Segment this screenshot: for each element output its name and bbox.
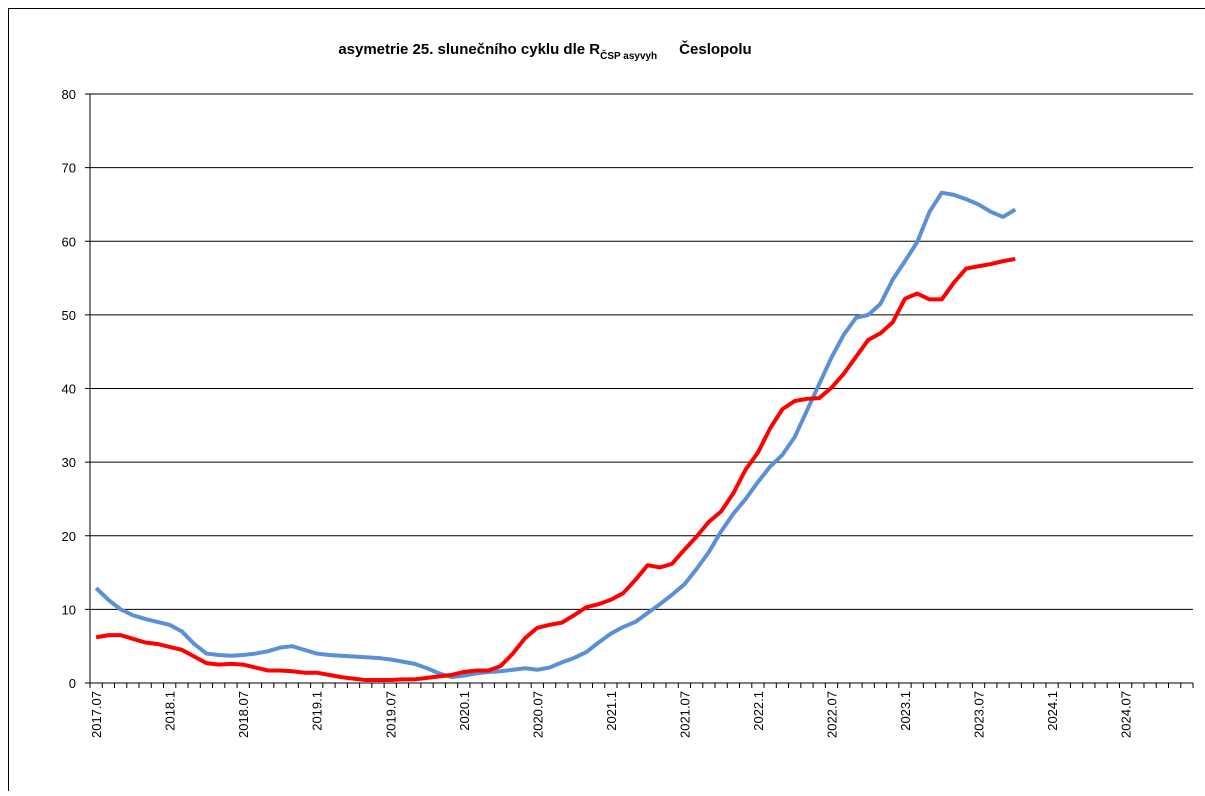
title-main: asymetrie 25. slunečního cyklu dle R xyxy=(338,41,600,58)
y-tick-label: 70 xyxy=(62,161,76,176)
x-tick-label: 2021.07 xyxy=(677,691,692,738)
x-tick-label: 2022.1 xyxy=(751,691,766,731)
x-tick-label: 2023.07 xyxy=(972,691,987,738)
x-tick-label: 2018.1 xyxy=(163,691,178,731)
x-tick-label: 2018.07 xyxy=(236,691,251,738)
y-tick-label: 20 xyxy=(62,529,76,544)
x-tick-label: 2021.1 xyxy=(604,691,619,731)
x-tick-label: 2019.1 xyxy=(310,691,325,731)
y-tick-label: 30 xyxy=(62,455,76,470)
title-suffix: Česlopolu xyxy=(679,40,752,58)
series-line xyxy=(96,193,1015,677)
chart-title: asymetrie 25. slunečního cyklu dle RČSP … xyxy=(338,40,751,62)
series-line xyxy=(96,259,1015,680)
y-tick-label: 80 xyxy=(62,87,76,102)
x-tick-label: 2019.07 xyxy=(383,691,398,738)
y-tick-label: 10 xyxy=(62,602,76,617)
x-tick-label: 2020.1 xyxy=(457,691,472,731)
y-tick-label: 0 xyxy=(69,676,76,691)
frame xyxy=(9,9,1205,792)
x-tick-label: 2023.1 xyxy=(898,691,913,731)
y-tick-label: 60 xyxy=(62,234,76,249)
y-tick-label: 50 xyxy=(62,308,76,323)
y-tick-label: 40 xyxy=(62,382,76,397)
x-tick-label: 2024.1 xyxy=(1045,691,1060,731)
x-tick-label: 2017.07 xyxy=(89,691,104,738)
x-tick-label: 2022.07 xyxy=(824,691,839,738)
title-subscript: ČSP asyvyh xyxy=(600,49,657,62)
x-tick-label: 2024.07 xyxy=(1119,691,1134,738)
x-tick-label: 2020.07 xyxy=(530,691,545,738)
